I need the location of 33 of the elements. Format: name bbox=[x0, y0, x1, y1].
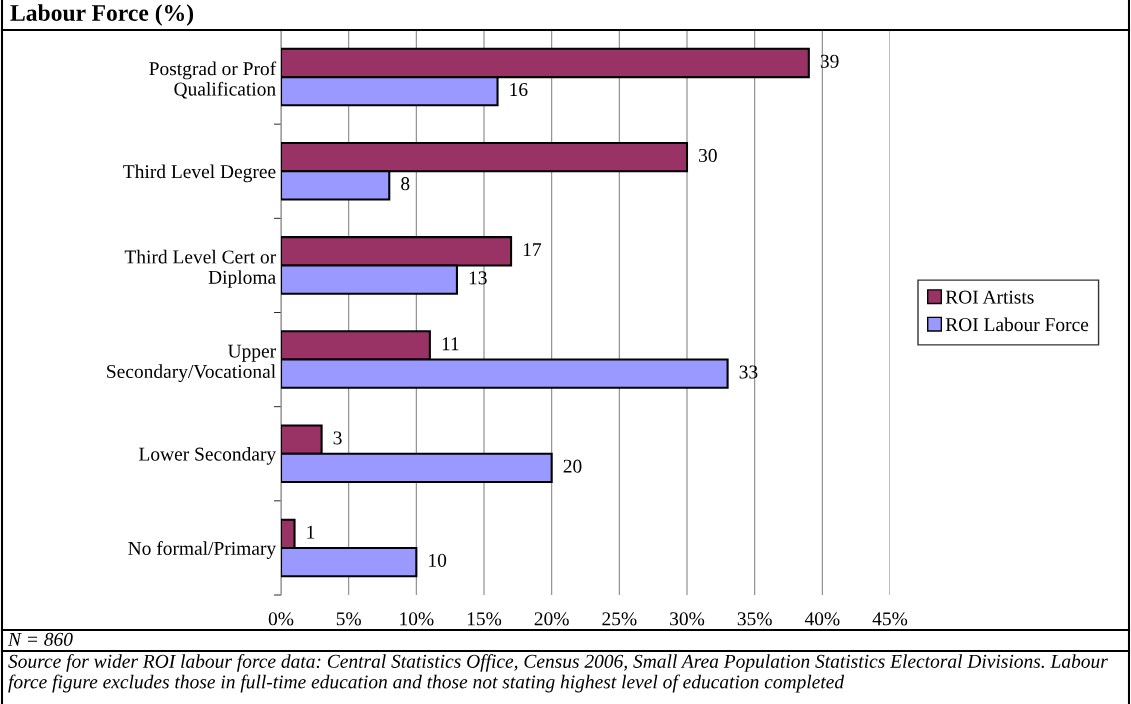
chart-title: Labour Force (%) bbox=[10, 4, 194, 26]
y-tick-label: Lower Secondary bbox=[139, 447, 277, 465]
data-label: 11 bbox=[442, 337, 459, 351]
x-tick-label: 25% bbox=[602, 612, 637, 626]
data-label: 17 bbox=[523, 243, 542, 256]
legend-label: ROI Artists bbox=[945, 290, 1034, 304]
data-label: 30 bbox=[699, 148, 717, 162]
data-label: 8 bbox=[401, 177, 410, 191]
legend-label: ROI Labour Force bbox=[945, 317, 1089, 332]
data-label: 20 bbox=[563, 459, 582, 473]
y-tick-label: No formal/Primary bbox=[128, 541, 277, 559]
x-tick-label: 45% bbox=[872, 612, 908, 626]
y-tick-label: Third Level Degree bbox=[123, 164, 276, 183]
y-tick-label: Postgrad or Prof Qualification bbox=[149, 61, 277, 99]
source-note: Source for wider ROI labour force data: Central Statistics Office, Census 2006, Small Area Population Statistics Electoral Divisions. Labour force figure excludes those in full-time education and those not stating highest level of education completed bbox=[8, 654, 1108, 693]
y-tick-label: Upper Secondary/Vocational bbox=[107, 344, 276, 383]
x-tick-label: 5% bbox=[336, 612, 361, 626]
data-label: 16 bbox=[510, 83, 528, 97]
x-tick-label: 20% bbox=[534, 612, 569, 626]
x-tick-label: 15% bbox=[467, 612, 502, 626]
data-label: 13 bbox=[469, 271, 487, 285]
x-tick-label: 0% bbox=[268, 612, 294, 626]
x-tick-label: 10% bbox=[400, 612, 434, 626]
text: N = 860 bbox=[7, 632, 73, 646]
y-tick-label: Third Level Cert or Diploma bbox=[124, 249, 276, 288]
x-tick-label: 30% bbox=[670, 612, 705, 626]
x-tick-label: 35% bbox=[737, 612, 772, 626]
data-label: 3 bbox=[333, 431, 342, 445]
data-label: 39 bbox=[820, 54, 839, 68]
data-label: 1 bbox=[307, 525, 315, 539]
x-tick-label: 40% bbox=[804, 612, 840, 626]
data-label: 10 bbox=[429, 553, 447, 567]
data-label: 33 bbox=[739, 365, 758, 379]
